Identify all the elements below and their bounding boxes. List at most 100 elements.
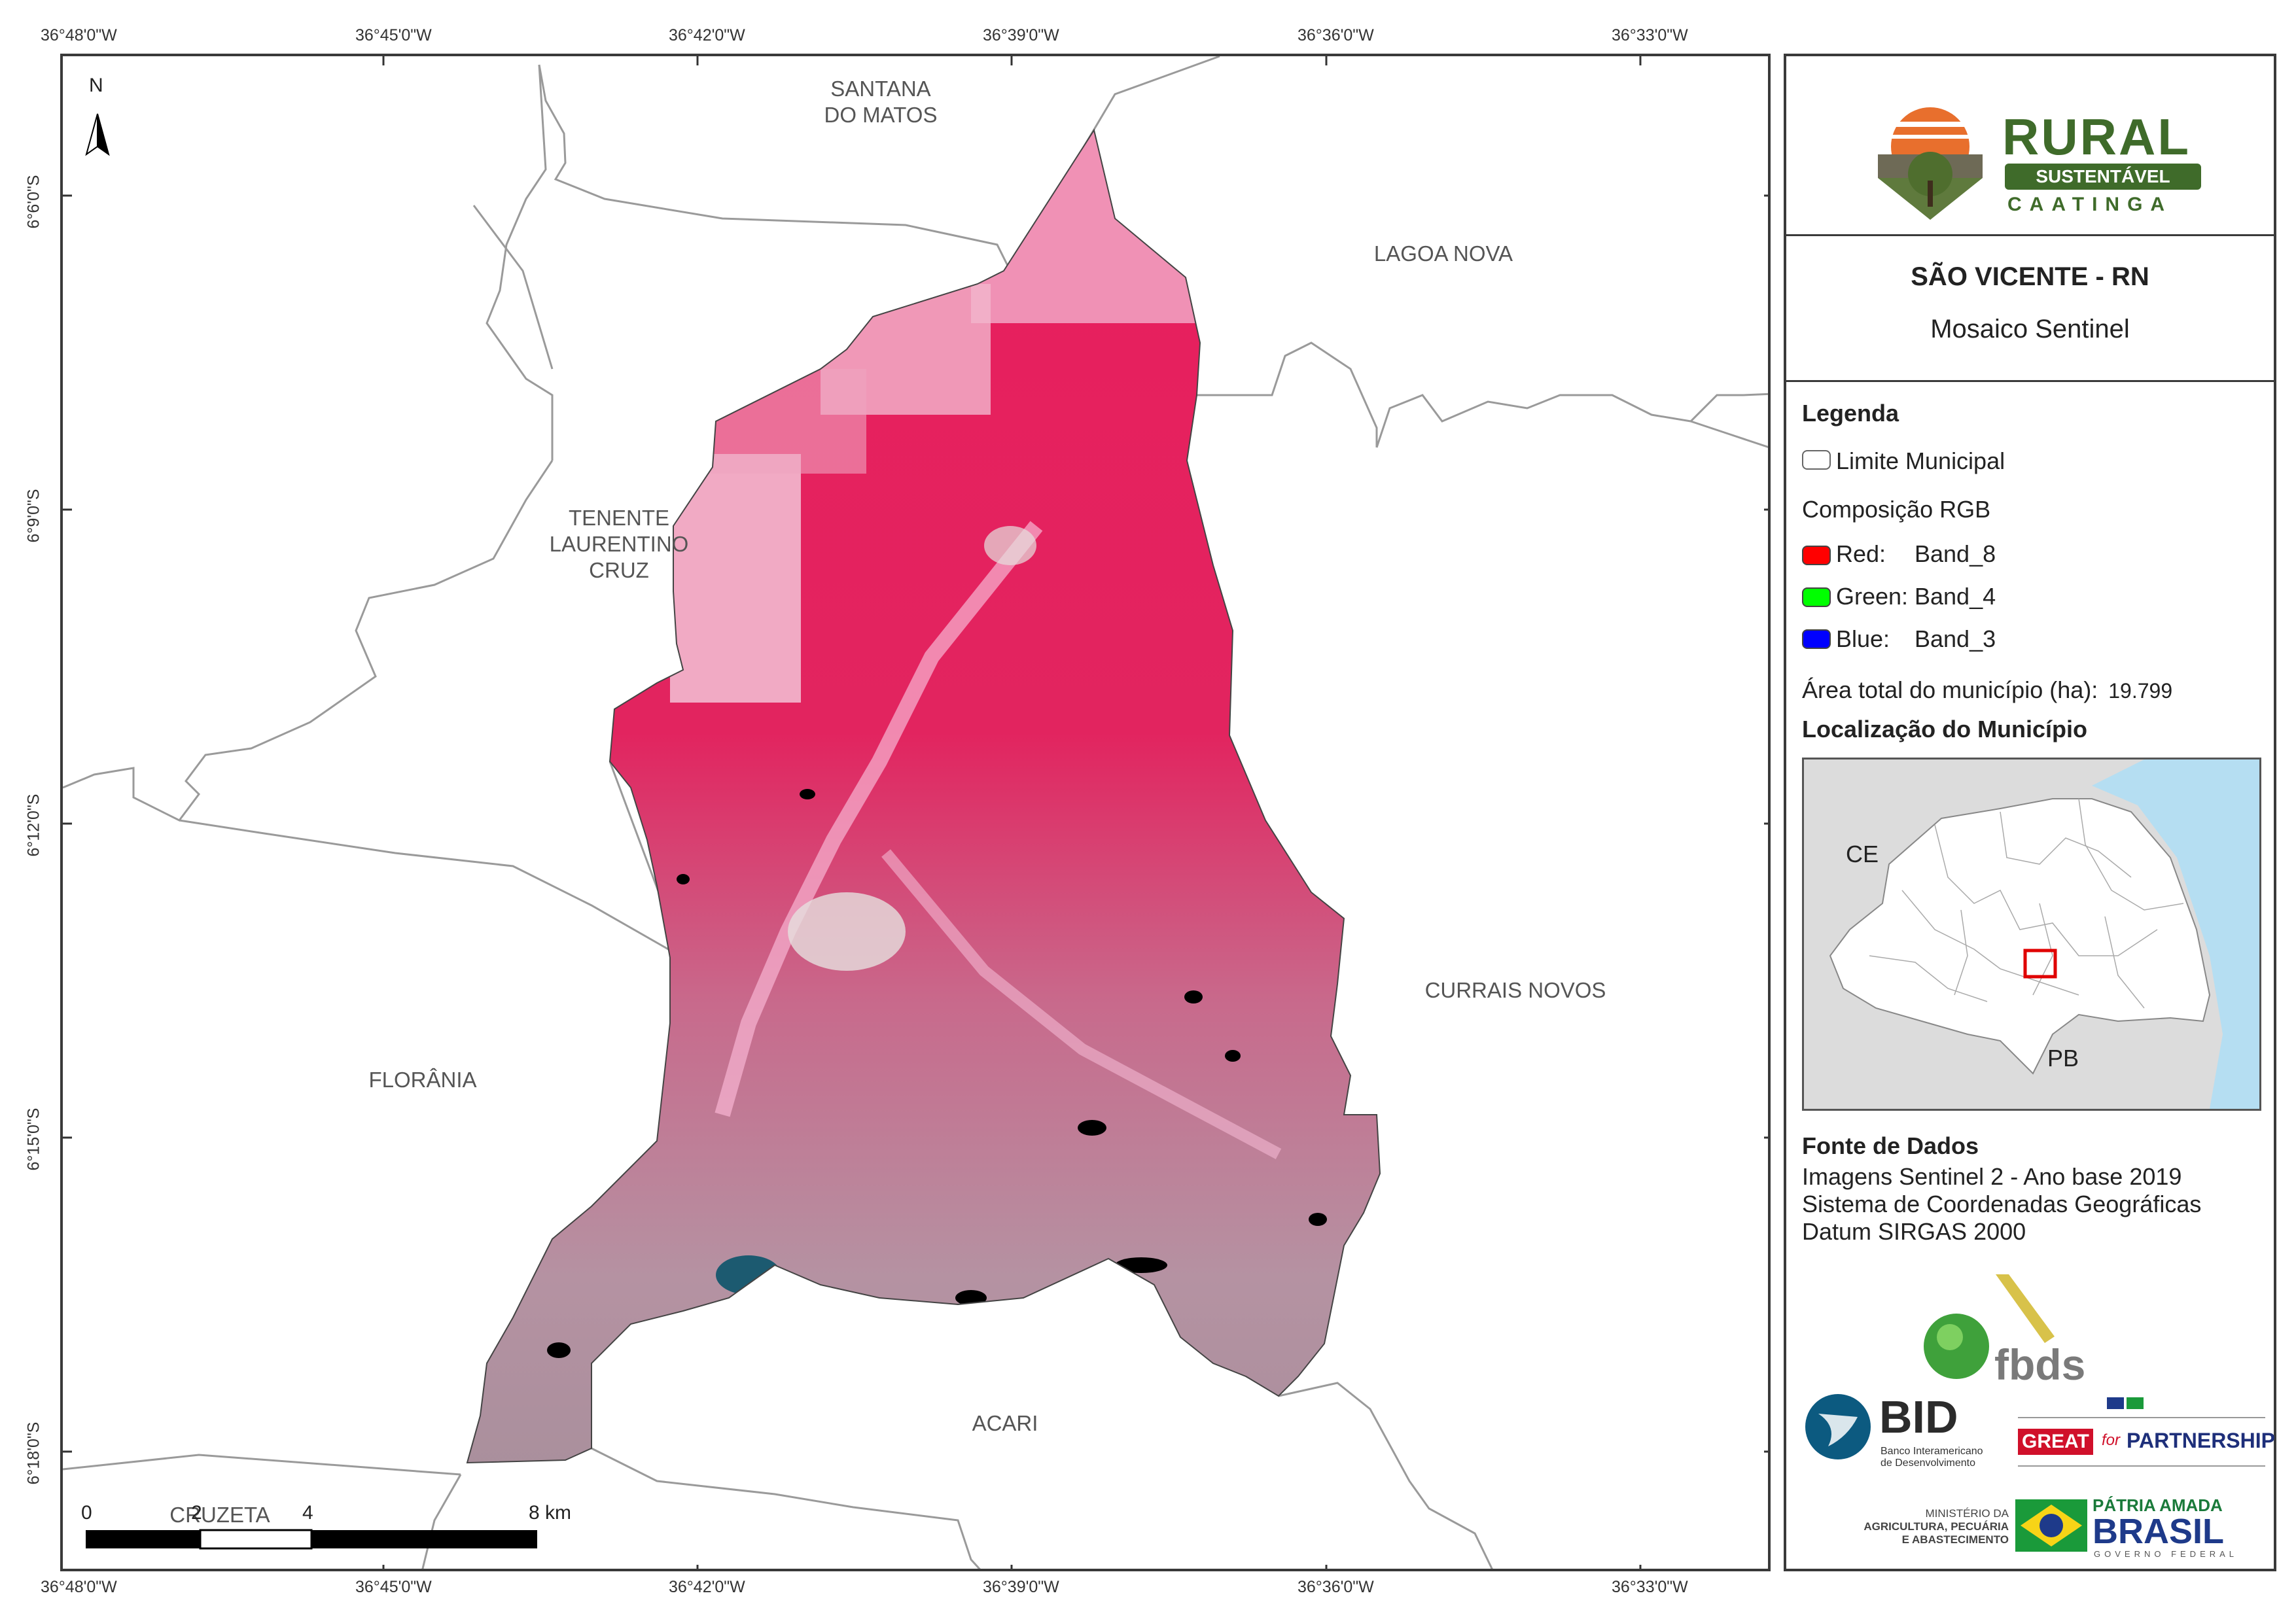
scale-tick-2: 2 — [191, 1502, 202, 1524]
logo-rural-text: RURAL — [2002, 108, 2191, 166]
muni-label-line: CRUZ — [589, 558, 649, 582]
logo-caatinga-text: CAATINGA — [2007, 194, 2173, 215]
muni-label-line: LAURENTINO — [549, 532, 689, 556]
panel-divider — [1786, 380, 2274, 382]
flags-icon — [2107, 1397, 2146, 1412]
inset-canvas — [1829, 759, 2259, 1109]
sources-line3: Datum SIRGAS 2000 — [1802, 1218, 2026, 1245]
legend-title: Legenda — [1802, 400, 1899, 427]
bid-globe-icon — [1805, 1394, 1871, 1459]
lon-label: 36°48'0"W — [41, 26, 117, 44]
legend-blue-band: Band_3 — [1915, 625, 1996, 652]
legend-red-label: Red: — [1836, 540, 1886, 567]
logo-emblem-icon — [1878, 107, 1983, 220]
sources-line1: Imagens Sentinel 2 - Ano base 2019 — [1802, 1163, 2182, 1190]
legend-green-label: Green: — [1836, 583, 1909, 610]
brasil-flag-icon — [2015, 1499, 2087, 1552]
brasil-text: BRASIL — [2093, 1512, 2224, 1551]
partnership-text: PARTNERSHIP — [2127, 1429, 2275, 1452]
north-arrow-label: N — [89, 75, 103, 96]
muni-label-cruzeta: CRUZETA — [169, 1503, 270, 1527]
bid-text: BID — [1879, 1391, 1958, 1442]
fbds-icon — [1924, 1274, 2055, 1379]
legend-limit-label: Limite Municipal — [1836, 447, 2005, 474]
lon-label: 36°42'0"W — [669, 26, 745, 44]
rural-sustentavel-logo: RURAL SUSTENTÁVEL CAATINGA — [1865, 96, 2205, 226]
muni-label-line: SANTANA — [830, 77, 931, 101]
bid-sub2: de Desenvolvimento — [1881, 1457, 1975, 1469]
graticule-ticks — [63, 56, 1768, 1569]
blue-swatch — [1802, 629, 1831, 649]
scale-tick-4: 4 — [302, 1502, 313, 1524]
lon-label: 36°48'0"W — [41, 1578, 117, 1596]
lon-label: 36°33'0"W — [1612, 26, 1688, 44]
ministerio-line3: E ABASTECIMENTO — [1901, 1533, 2009, 1546]
map-subtitle: Mosaico Sentinel — [1930, 315, 2130, 343]
legend-red-band: Band_8 — [1915, 540, 1996, 567]
lon-label: 36°45'0"W — [355, 1578, 432, 1596]
uk-flag-icon — [2107, 1397, 2124, 1409]
muni-label-lagoa-nova: LAGOA NOVA — [1373, 241, 1513, 266]
for-text: for — [2102, 1431, 2121, 1449]
map-frame[interactable]: N SANTANA DO MATOS LAGOA NOVA TENENTE LA… — [60, 54, 1771, 1571]
north-arrow-icon — [85, 113, 110, 156]
muni-label-line: TENENTE — [568, 506, 669, 530]
legend-green-band: Band_4 — [1915, 583, 1996, 610]
legend-area-label: Área total do município (ha): — [1802, 676, 2098, 703]
bid-logo: BID Banco Interamericano de Desenvolvime… — [1802, 1391, 2011, 1469]
lat-label: 6°6'0"S — [24, 175, 43, 229]
ministerio-line2: AGRICULTURA, PECUÁRIA — [1863, 1520, 2009, 1533]
sources-title: Fonte de Dados — [1802, 1132, 1979, 1159]
legend-area-value: 19.799 — [2108, 679, 2173, 703]
legend-rgb-title: Composição RGB — [1802, 496, 1991, 523]
scale-tick-0: 0 — [81, 1502, 92, 1524]
legend-blue-label: Blue: — [1836, 625, 1890, 652]
partner-divider — [2018, 1465, 2265, 1467]
lon-label: 36°39'0"W — [983, 26, 1059, 44]
muni-label-acari: ACARI — [972, 1411, 1038, 1435]
scale-bar — [86, 1529, 537, 1550]
map-canvas[interactable] — [63, 56, 1771, 1571]
great-partnership-logo: GREAT for PARTNERSHIP — [2018, 1397, 2275, 1469]
location-title: Localização do Município — [1802, 716, 2088, 742]
lon-label: 36°39'0"W — [983, 1578, 1059, 1596]
muni-label-currais-novos: CURRAIS NOVOS — [1424, 978, 1606, 1002]
scale-tick-8: 8 km — [529, 1502, 572, 1524]
limit-swatch — [1802, 450, 1831, 470]
lon-label: 36°45'0"W — [355, 26, 432, 44]
lon-label: 36°36'0"W — [1298, 26, 1374, 44]
fbds-logo: fbds — [1924, 1274, 2120, 1392]
map-title: SÃO VICENTE - RN — [1911, 262, 2149, 291]
logo-sustentavel-text: SUSTENTÁVEL — [2005, 164, 2201, 190]
brazil-flag-icon — [2127, 1397, 2144, 1409]
muni-label-line: DO MATOS — [824, 103, 938, 127]
sources-line2: Sistema de Coordenadas Geográficas — [1802, 1191, 2202, 1217]
lat-label: 6°12'0"S — [24, 794, 43, 857]
lat-label: 6°9'0"S — [24, 489, 43, 543]
muni-label-florania: FLORÂNIA — [368, 1068, 477, 1092]
muni-label-santana: SANTANA DO MATOS — [763, 76, 998, 128]
sao-vicente-boundary — [466, 128, 1381, 1464]
inset-label-pb: PB — [2047, 1045, 2079, 1072]
ministerio-logo: MINISTÉRIO DA AGRICULTURA, PECUÁRIA E AB… — [1812, 1507, 2009, 1560]
legend-area: Área total do município (ha): 19.799 — [1802, 676, 2172, 704]
lon-label: 36°36'0"W — [1298, 1578, 1374, 1596]
red-swatch — [1802, 546, 1831, 565]
partner-divider — [2018, 1417, 2265, 1418]
muni-label-tenente: TENENTE LAURENTINO CRUZ — [514, 505, 724, 584]
sao-vicente-mosaic — [467, 130, 1380, 1463]
fbds-text: fbds — [1994, 1340, 2086, 1389]
municipal-boundaries — [63, 56, 1768, 1569]
lon-label: 36°33'0"W — [1612, 1578, 1688, 1596]
green-swatch — [1802, 587, 1831, 607]
inset-label-ce: CE — [1846, 841, 1879, 867]
lat-label: 6°15'0"S — [24, 1108, 43, 1171]
lon-label: 36°42'0"W — [669, 1578, 745, 1596]
bid-sub1: Banco Interamericano — [1881, 1446, 1983, 1457]
governo-text: GOVERNO FEDERAL — [2094, 1549, 2238, 1559]
location-inset-map[interactable]: CE PB — [1802, 758, 2261, 1111]
great-text: GREAT — [2018, 1429, 2093, 1455]
brasil-governo-logo: PÁTRIA AMADA BRASIL GOVERNO FEDERAL — [2015, 1495, 2251, 1561]
panel-divider — [1786, 234, 2274, 236]
side-panel: RURAL SUSTENTÁVEL CAATINGA SÃO VICENTE -… — [1784, 54, 2276, 1571]
